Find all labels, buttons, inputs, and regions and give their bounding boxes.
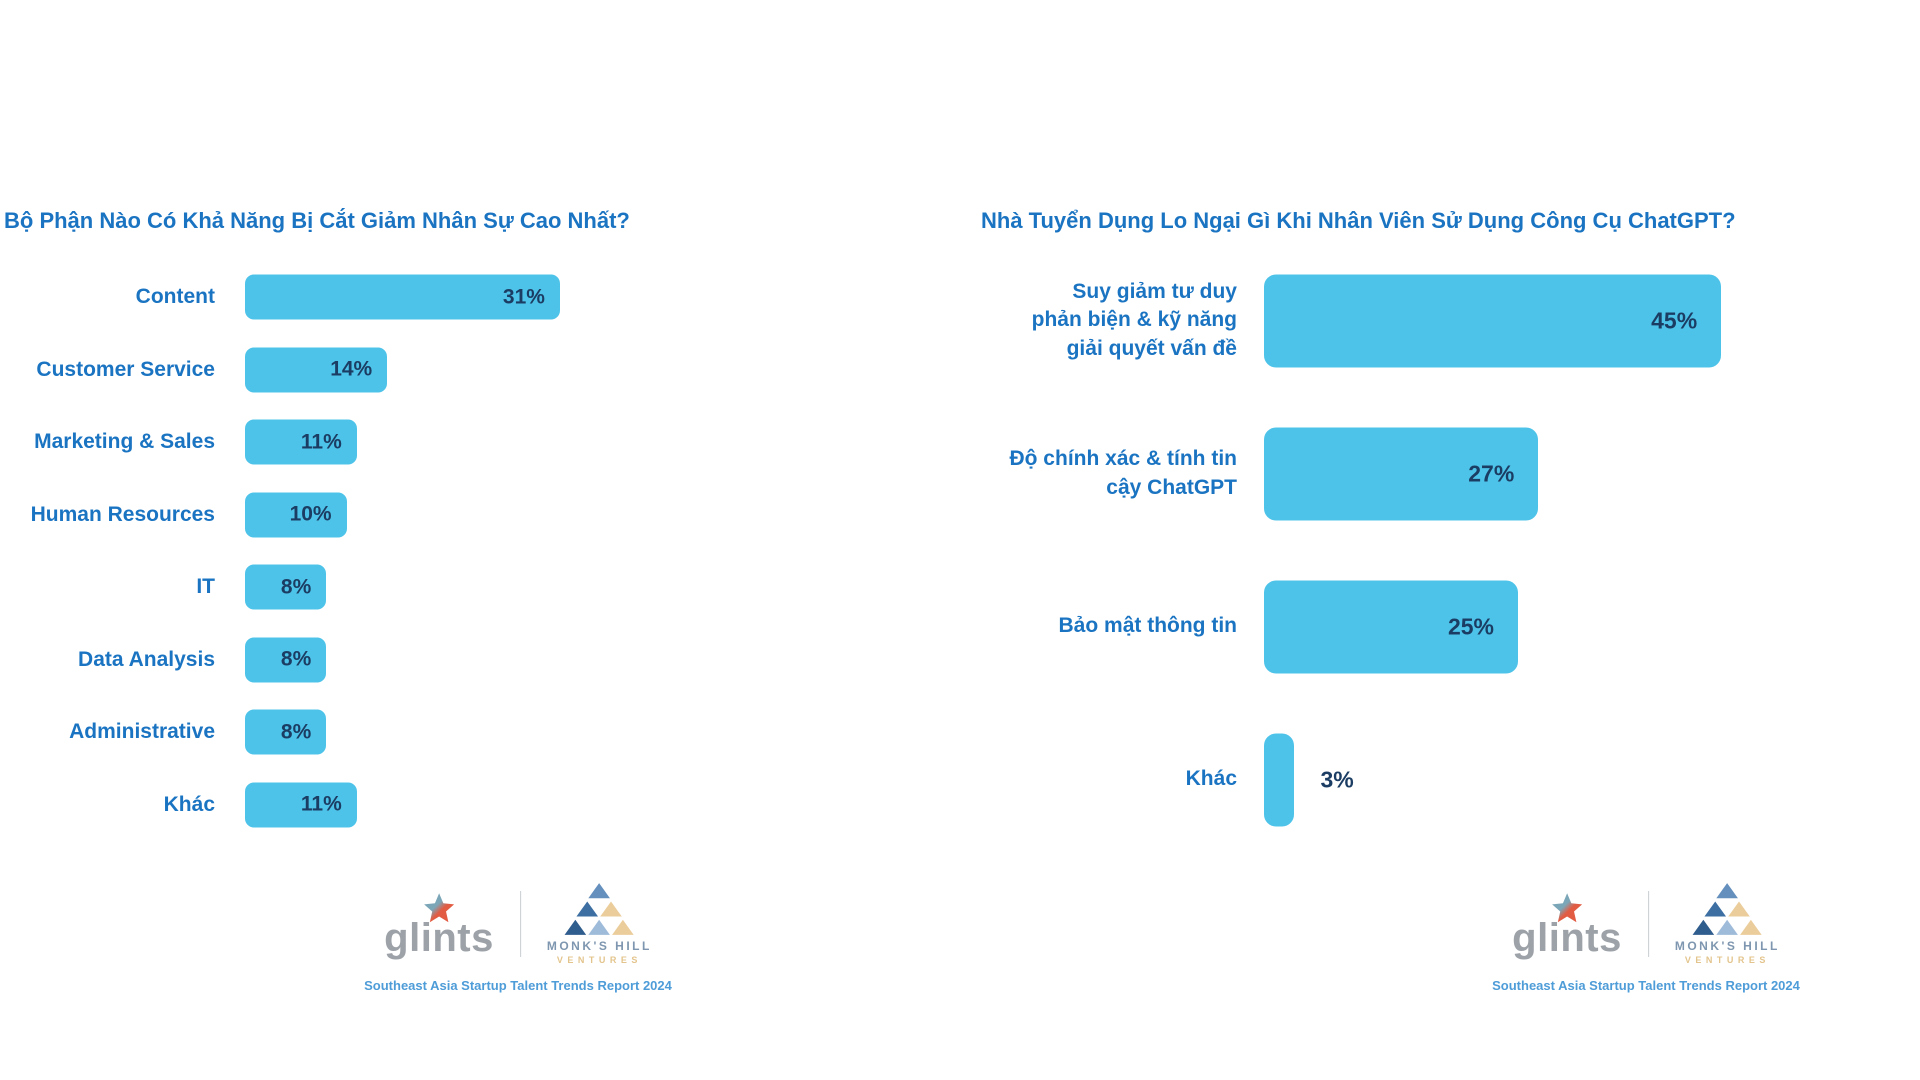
bar-value-label: 14% — [330, 357, 373, 381]
bar: 8% — [245, 564, 327, 610]
bar-value-label: 45% — [1651, 307, 1698, 333]
category-label: Data Analysis — [78, 647, 215, 671]
monks-hill-triangles-icon — [558, 882, 640, 936]
monks-hill-ventures-label: VENTURES — [1684, 955, 1770, 965]
bar: 8% — [245, 637, 327, 683]
bar-track: 3% — [1264, 733, 1890, 826]
bar-value-label: 3% — [1320, 766, 1354, 792]
bar: 8% — [245, 709, 327, 755]
monks-hill-triangles-icon — [1686, 882, 1768, 936]
bar-value-label: 8% — [280, 575, 312, 599]
report-caption: Southeast Asia Startup Talent Trends Rep… — [1492, 978, 1800, 993]
bar-value-label: 31% — [502, 285, 545, 309]
chart-row: Marketing & Sales 11% — [0, 406, 930, 479]
bar-track: 10% — [245, 492, 930, 538]
bar-track: 27% — [1264, 427, 1890, 520]
category-label: IT — [196, 575, 215, 599]
chart-left-rows: Content 31% Customer Service 14% Marketing &… — [0, 261, 930, 841]
chart-row: Administrative 8% — [0, 696, 930, 769]
glints-logo: glints — [384, 891, 494, 960]
chart-row: Độ chính xác & tính tin cậy ChatGPT 27% — [960, 397, 1890, 550]
monks-hill-name: MONK'S HILL — [1674, 939, 1780, 953]
bar: 14% — [245, 347, 388, 393]
chart-right-title: Nhà Tuyển Dụng Lo Ngại Gì Khi Nhân Viên … — [981, 208, 1736, 234]
chart-left-title: Bộ Phận Nào Có Khả Năng Bị Cắt Giảm Nhân… — [4, 208, 630, 234]
category-label: Khác — [1185, 767, 1237, 791]
chart-row: Khác 11% — [0, 769, 930, 842]
bar-value-label: 11% — [300, 430, 342, 454]
glints-logo: glints — [1512, 891, 1622, 960]
footer-right: glints MONK'S HILL VENTURES S — [1492, 882, 1800, 993]
chart-row: Content 31% — [0, 261, 930, 334]
chart-right-rows: Suy giảm tư duy phản biện & kỹ năng giải… — [960, 244, 1890, 856]
logo-row: glints MONK'S HILL VENTURES — [384, 882, 652, 965]
bar: 45% — [1264, 274, 1722, 367]
bar: 11% — [245, 419, 357, 465]
chart-row: Bảo mật thông tin 25% — [960, 550, 1890, 703]
category-label: Human Resources — [30, 502, 215, 526]
chart-row: Khác 3% — [960, 703, 1890, 856]
bar-value-label: 8% — [280, 720, 312, 744]
glints-wordmark: glints — [1512, 916, 1622, 960]
report-caption: Southeast Asia Startup Talent Trends Rep… — [364, 978, 672, 993]
bar: 25% — [1264, 580, 1518, 673]
category-label: Customer Service — [36, 357, 215, 381]
bar: 11% — [245, 782, 357, 828]
monks-hill-logo: MONK'S HILL VENTURES — [547, 882, 652, 965]
category-label: Administrative — [69, 720, 215, 744]
glints-star-icon — [1549, 891, 1585, 927]
bar-track: 8% — [245, 637, 930, 683]
logo-divider — [1647, 890, 1649, 957]
monks-hill-ventures-label: VENTURES — [556, 955, 642, 965]
bar-track: 45% — [1264, 274, 1890, 367]
chart-row: Customer Service 14% — [0, 334, 930, 407]
category-label: Marketing & Sales — [34, 430, 215, 454]
bar-value-label: 11% — [300, 792, 342, 816]
chart-row: Suy giảm tư duy phản biện & kỹ năng giải… — [960, 244, 1890, 397]
bar-track: 25% — [1264, 580, 1890, 673]
bar-track: 31% — [245, 274, 930, 320]
bar-value-label: 27% — [1468, 460, 1515, 486]
bar-track: 14% — [245, 347, 930, 393]
bar-track: 11% — [245, 782, 930, 828]
bar: 10% — [245, 492, 347, 538]
glints-wordmark: glints — [384, 916, 494, 960]
bar-track: 11% — [245, 419, 930, 465]
logo-row: glints MONK'S HILL VENTURES — [1512, 882, 1780, 965]
category-label: Độ chính xác & tính tin cậy ChatGPT — [1009, 447, 1237, 499]
bar-track: 8% — [245, 709, 930, 755]
chart-row: Human Resources 10% — [0, 479, 930, 552]
glints-star-icon — [421, 891, 457, 927]
bar-track: 8% — [245, 564, 930, 610]
footer-left: glints MONK'S HILL VENTURES S — [364, 882, 672, 993]
bar — [1264, 733, 1295, 826]
bar: 31% — [245, 274, 560, 320]
category-label: Suy giảm tư duy phản biện & kỹ năng giải… — [1031, 279, 1237, 360]
chart-row: Data Analysis 8% — [0, 624, 930, 697]
category-label: Bảo mật thông tin — [1058, 614, 1237, 638]
category-label: Content — [135, 285, 215, 309]
bar-value-label: 8% — [280, 647, 312, 671]
chart-row: IT 8% — [0, 551, 930, 624]
monks-hill-logo: MONK'S HILL VENTURES — [1675, 882, 1780, 965]
bar-value-label: 25% — [1447, 613, 1494, 639]
category-label: Khác — [163, 792, 215, 816]
bar-value-label: 10% — [289, 502, 332, 526]
monks-hill-name: MONK'S HILL — [546, 939, 652, 953]
bar: 27% — [1264, 427, 1539, 520]
logo-divider — [519, 890, 521, 957]
